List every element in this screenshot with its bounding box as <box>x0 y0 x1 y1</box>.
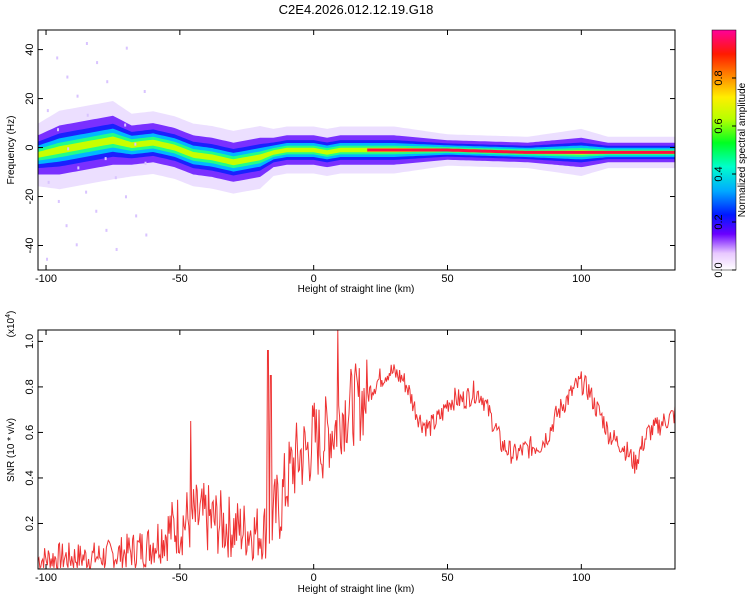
spectrogram-speckle <box>85 190 88 194</box>
spectrogram-speckle <box>124 195 127 199</box>
colorbar-tick-label: 0.4 <box>713 166 725 181</box>
snr-series-line <box>38 330 675 569</box>
spectrogram-speckle <box>114 176 117 180</box>
top-x-tick-label: 100 <box>572 273 590 285</box>
spectrogram-speckle <box>46 257 49 261</box>
top-x-tick-label: 0 <box>311 273 317 285</box>
spectrogram-speckle <box>134 142 137 146</box>
top-x-axis-label: Height of straight line (km) <box>298 284 415 295</box>
top-y-tick-label: 20 <box>24 92 36 104</box>
chart-title: C2E4.2026.012.12.19.G18 <box>279 2 434 17</box>
spectrogram-panel: -100 -50 0 50 100 -40 -20 0 20 40 Height of stra… <box>6 29 676 295</box>
bottom-x-ticks: -100 -50 0 50 100 <box>35 330 591 584</box>
top-x-tick-label: -50 <box>172 273 188 285</box>
spectrogram-speckle <box>135 214 138 218</box>
colorbar-label: Normalized spectral amplitude <box>737 82 748 217</box>
bottom-y-ticks: 0.2 0.4 0.6 0.8 1.0 <box>24 334 675 531</box>
snr-panel: -100 -50 0 50 100 0.2 0.4 0.6 0.8 1.0 Height of … <box>5 311 676 595</box>
spectrogram-speckle <box>47 180 50 184</box>
spectrogram-speckle <box>125 46 128 50</box>
top-y-ticks: -40 -20 0 20 40 <box>24 43 675 253</box>
bottom-y-axis-label: SNR (10 * v/v) <box>6 418 17 482</box>
spectrogram-speckle <box>145 233 148 237</box>
bottom-x-tick-label: -100 <box>35 572 57 584</box>
bottom-x-tick-label: -50 <box>172 572 188 584</box>
spectrogram-speckle <box>104 157 107 161</box>
spectrogram-speckle <box>106 80 109 84</box>
spectrogram-speckle <box>95 209 98 213</box>
top-x-tick-label: -100 <box>35 273 57 285</box>
spectrogram-speckle <box>96 61 99 65</box>
colorbar-tick-label: 0.2 <box>713 214 725 229</box>
spectrogram-speckle <box>86 113 89 117</box>
bottom-y-tick-label: 0.4 <box>24 470 36 485</box>
spectrogram-speckle <box>143 90 146 93</box>
ridge-band-5 <box>38 136 675 166</box>
spectrogram-speckle <box>105 228 108 232</box>
snr-frame <box>37 329 676 570</box>
bottom-y-tick-label: 0.8 <box>24 379 36 394</box>
colorbar-tick-label: 0.8 <box>713 70 725 85</box>
top-y-tick-label: -40 <box>24 238 36 254</box>
top-y-tick-label: -20 <box>24 189 36 205</box>
top-y-axis-label: Frequency (Hz) <box>6 116 17 185</box>
spectrogram-speckle <box>75 243 78 247</box>
colorbar-ticks: 0.0 0.2 0.4 0.6 0.8 <box>713 70 736 278</box>
spectrogram-frame <box>37 29 676 271</box>
spectrogram-speckle <box>77 166 80 170</box>
colorbar-gradient <box>711 29 737 271</box>
spectrogram-speckle <box>115 247 118 251</box>
spectrogram-speckle <box>85 42 88 45</box>
spectrogram-speckle <box>57 128 60 132</box>
top-x-tick-label: 50 <box>441 273 453 285</box>
spectrogram-speckle <box>57 199 60 203</box>
bottom-y-multiplier: (x104) <box>5 311 17 338</box>
top-x-ticks: -100 -50 0 50 100 <box>35 30 591 285</box>
spectrogram-speckle <box>56 56 59 60</box>
colorbar-tick-label: 0.0 <box>713 262 725 277</box>
bottom-x-tick-label: 0 <box>311 572 317 584</box>
colorbar: 0.0 0.2 0.4 0.6 0.8 Normalized spectral ampl… <box>711 29 748 278</box>
ridge-core-line <box>367 148 675 154</box>
bottom-x-tick-label: 50 <box>441 572 453 584</box>
spectrogram-speckle <box>65 224 68 228</box>
spectrogram-speckle <box>144 161 147 165</box>
top-y-tick-label: 40 <box>24 43 36 55</box>
spectrogram-ridge <box>38 42 675 261</box>
spectrogram-speckle <box>76 94 79 98</box>
bottom-x-tick-label: 100 <box>572 572 590 584</box>
spectrogram-speckle <box>124 123 127 127</box>
spectrogram-speckle <box>67 147 70 151</box>
bottom-y-tick-label: 0.2 <box>24 516 36 531</box>
top-y-tick-label: 0 <box>24 144 36 150</box>
bottom-x-axis-label: Height of straight line (km) <box>298 584 415 595</box>
bottom-y-tick-label: 0.6 <box>24 425 36 440</box>
bottom-y-tick-label: 1.0 <box>24 334 36 349</box>
colorbar-tick-label: 0.6 <box>713 118 725 133</box>
spectrogram-speckle <box>66 75 69 79</box>
spectrogram-speckle <box>46 109 49 113</box>
